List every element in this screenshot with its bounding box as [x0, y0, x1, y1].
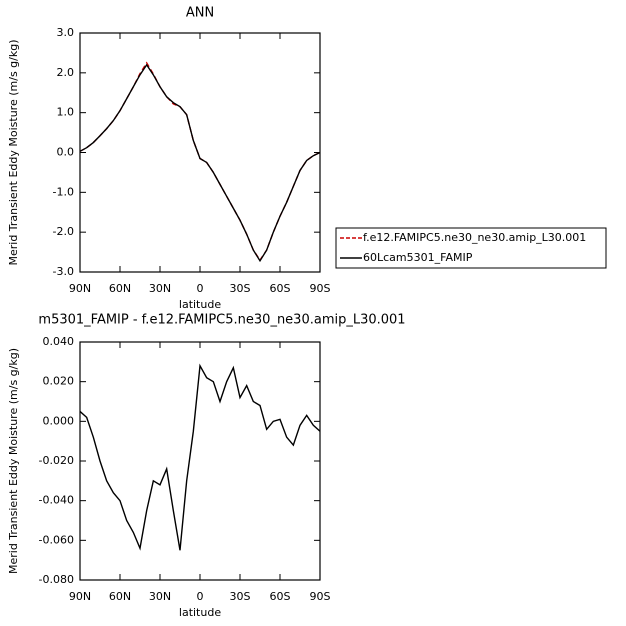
y-tick-label: 1.0: [57, 106, 75, 119]
x-tick-label: 60S: [270, 282, 291, 295]
x-tick-label: 90S: [310, 282, 331, 295]
y-tick-label: 3.0: [57, 26, 75, 39]
x-axis-label: latitude: [179, 606, 221, 619]
x-tick-label: 90N: [69, 590, 91, 603]
y-axis-label: Merid Transient Eddy Moisture (m/s g/kg): [7, 39, 20, 265]
legend-box: [335, 227, 607, 269]
x-tick-label: 0: [197, 590, 204, 603]
y-tick-label: -3.0: [53, 265, 74, 278]
x-tick-label: 60N: [109, 282, 131, 295]
x-tick-label: 90N: [69, 282, 91, 295]
y-tick-label: -0.020: [39, 454, 74, 467]
legend-label: 60Lcam5301_FAMIP: [363, 251, 473, 264]
legend-label: f.e12.FAMIPC5.ne30_ne30.amip_L30.001: [363, 231, 586, 244]
y-tick-label: 0.020: [43, 375, 75, 388]
plot-frame: [79, 341, 321, 581]
y-tick-label: 2.0: [57, 66, 75, 79]
data-line: [79, 363, 321, 551]
chart-title: ANN: [186, 6, 214, 21]
y-axis-label: Merid Transient Eddy Moisture (m/s g/kg): [7, 348, 20, 574]
y-tick-label: 0.040: [43, 335, 75, 348]
y-tick-label: 0.000: [43, 414, 75, 427]
x-tick-label: 30N: [149, 282, 171, 295]
x-tick-label: 30N: [149, 590, 171, 603]
x-axis-label: latitude: [179, 298, 221, 311]
x-tick-label: 0: [197, 282, 204, 295]
x-tick-label: 90S: [310, 590, 331, 603]
x-tick-label: 30S: [230, 590, 251, 603]
y-tick-label: -2.0: [53, 225, 74, 238]
data-line: [79, 61, 321, 262]
y-tick-label: -1.0: [53, 185, 74, 198]
y-tick-label: -0.080: [39, 573, 74, 586]
data-line: [79, 63, 321, 263]
plot-frame: [79, 32, 321, 273]
x-tick-label: 30S: [230, 282, 251, 295]
chart-title: m5301_FAMIP - f.e12.FAMIPC5.ne30_ne30.am…: [38, 313, 405, 328]
y-tick-label: 0.0: [57, 146, 75, 159]
y-tick-label: -0.060: [39, 533, 74, 546]
x-tick-label: 60S: [270, 590, 291, 603]
x-tick-label: 60N: [109, 590, 131, 603]
y-tick-label: -0.040: [39, 494, 74, 507]
